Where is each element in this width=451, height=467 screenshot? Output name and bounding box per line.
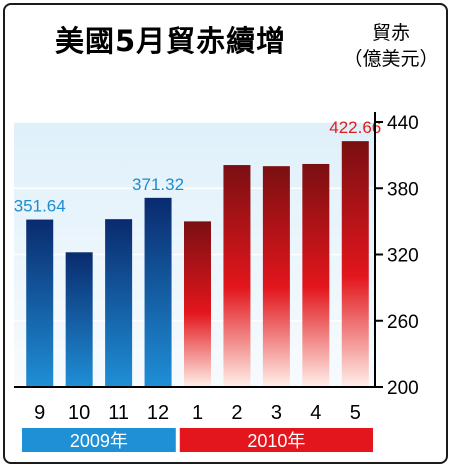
x-tick-label: 1 bbox=[192, 402, 203, 424]
y-tick-label: 200 bbox=[387, 378, 419, 399]
x-tick-label: 10 bbox=[68, 402, 90, 424]
x-tick-label: 2 bbox=[231, 402, 242, 424]
data-label: 422.66 bbox=[329, 118, 381, 137]
x-tick-label: 11 bbox=[108, 402, 129, 424]
bar bbox=[65, 252, 93, 387]
bar bbox=[184, 221, 211, 387]
bar bbox=[262, 166, 290, 387]
year-label: 2009年 bbox=[70, 431, 128, 451]
x-tick-label: 4 bbox=[310, 402, 321, 424]
bar bbox=[302, 163, 330, 387]
bar bbox=[144, 197, 172, 387]
bar bbox=[26, 219, 54, 387]
unit-label-line2: （億美元） bbox=[343, 48, 439, 70]
bar bbox=[223, 165, 251, 387]
y-tick-label: 380 bbox=[387, 179, 419, 200]
unit-label-line1: 貿赤 bbox=[371, 22, 410, 44]
bar bbox=[341, 141, 369, 387]
y-tick-label: 260 bbox=[387, 312, 419, 333]
unit-label: 貿赤 （億美元） bbox=[336, 20, 446, 72]
year-band bbox=[179, 428, 373, 452]
data-label: 371.32 bbox=[132, 175, 184, 194]
y-tick-label: 320 bbox=[387, 246, 419, 267]
x-tick-label: 12 bbox=[147, 402, 169, 424]
y-tick-label: 440 bbox=[387, 113, 419, 134]
year-label: 2010年 bbox=[247, 431, 305, 451]
x-tick-label: 3 bbox=[271, 402, 282, 424]
year-band bbox=[22, 428, 176, 452]
bar bbox=[105, 219, 133, 387]
chart-title: 美國5月貿赤續增 bbox=[55, 24, 287, 58]
data-label: 351.64 bbox=[14, 197, 66, 216]
x-tick-label: 9 bbox=[34, 402, 45, 424]
x-tick-label: 5 bbox=[350, 402, 361, 424]
